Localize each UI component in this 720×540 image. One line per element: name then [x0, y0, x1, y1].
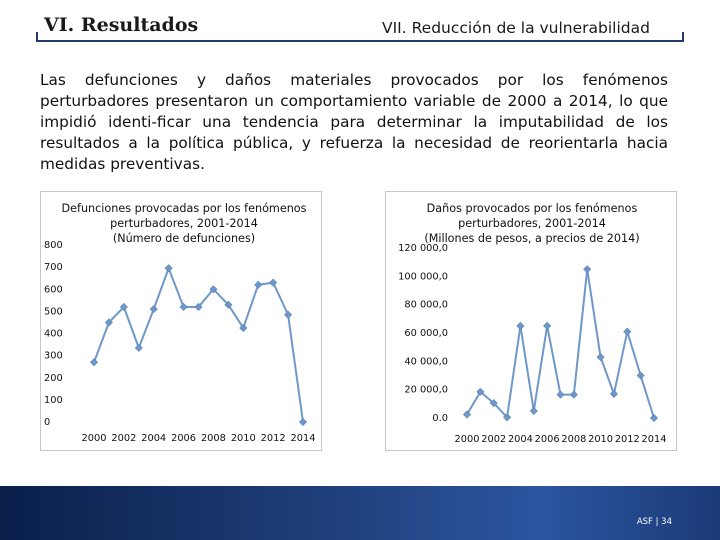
y-tick-label: 20 000,0	[404, 385, 448, 396]
page-number: ASF | 34	[636, 517, 672, 527]
x-tick-label: 2000	[82, 433, 107, 444]
defunciones-chart-svg: Defunciones provocadas por los fenómenos…	[44, 202, 316, 444]
x-tick-label: 2010	[588, 434, 613, 445]
x-tick-label: 2008	[201, 433, 226, 444]
data-point-marker	[596, 353, 605, 362]
data-point-marker	[119, 302, 128, 311]
x-tick-label: 2004	[508, 434, 533, 445]
data-point-marker	[516, 321, 525, 330]
y-tick-label: 0.0	[432, 413, 448, 424]
data-point-marker	[254, 280, 263, 289]
y-tick-label: 300	[44, 351, 63, 362]
section-title: VI. Resultados	[44, 14, 199, 36]
data-point-marker	[636, 371, 645, 380]
data-point-marker	[269, 278, 278, 287]
data-point-marker	[543, 321, 552, 330]
y-tick-label: 60 000,0	[404, 328, 448, 339]
y-tick-label: 200	[44, 373, 63, 384]
x-tick-label: 2000	[455, 434, 480, 445]
data-point-marker	[489, 399, 498, 408]
x-tick-label: 2014	[291, 433, 316, 444]
data-point-marker	[529, 406, 538, 415]
y-tick-label: 40 000,0	[404, 356, 448, 367]
y-tick-label: 600	[44, 284, 63, 295]
chart-title-line: (Millones de pesos, a precios de 2014)	[424, 232, 639, 245]
chart-title-line: Defunciones provocadas por los fenómenos	[62, 202, 307, 215]
danos-chart: Daños provocados por los fenómenos pertur…	[385, 191, 677, 451]
header-rule-right	[682, 32, 684, 42]
x-tick-label: 2004	[141, 433, 166, 444]
data-point-marker	[224, 300, 233, 309]
data-point-marker	[179, 302, 188, 311]
data-point-marker	[462, 410, 472, 419]
y-tick-label: 100	[44, 395, 63, 406]
data-point-marker	[569, 390, 578, 399]
x-tick-label: 2012	[261, 433, 286, 444]
x-tick-label: 2006	[535, 434, 560, 445]
data-point-marker	[164, 264, 173, 273]
data-point-marker	[239, 323, 248, 332]
data-point-marker	[89, 358, 99, 367]
body-paragraph: Las defunciones y daños materiales provo…	[40, 71, 668, 173]
y-tick-label: 700	[44, 262, 63, 273]
y-tick-label: 500	[44, 306, 63, 317]
x-tick-label: 2008	[561, 434, 586, 445]
chart-title-line: perturbadores, 2001-2014	[458, 217, 606, 230]
data-point-marker	[209, 285, 218, 294]
chart-title-line: (Número de defunciones)	[113, 232, 255, 245]
x-tick-label: 2006	[171, 433, 196, 444]
data-point-marker	[149, 305, 158, 314]
x-tick-label: 2002	[481, 434, 506, 445]
y-tick-label: 100 000,0	[398, 271, 448, 282]
data-point-marker	[104, 318, 113, 327]
defunciones-chart: Defunciones provocadas por los fenómenos…	[40, 191, 322, 451]
x-tick-label: 2002	[111, 433, 136, 444]
data-point-marker	[298, 417, 308, 427]
y-tick-label: 400	[44, 329, 63, 340]
data-point-marker	[623, 327, 632, 336]
series-line	[93, 265, 304, 423]
header-rule	[36, 40, 684, 42]
header-rule-left	[36, 32, 38, 42]
chart-title-line: Daños provocados por los fenómenos	[427, 202, 638, 215]
data-point-marker	[476, 387, 485, 396]
data-point-marker	[583, 265, 592, 274]
chart-title-line: perturbadores, 2001-2014	[110, 217, 258, 230]
footer-bar: ASF | 34	[0, 486, 720, 540]
y-tick-label: 0	[44, 417, 50, 428]
section-subtitle: VII. Reducción de la vulnerabilidad	[382, 19, 650, 37]
data-point-marker	[284, 310, 293, 319]
data-point-marker	[134, 343, 143, 352]
data-point-marker	[556, 390, 565, 399]
x-tick-label: 2014	[642, 434, 667, 445]
data-point-marker	[609, 389, 618, 398]
danos-chart-svg: Daños provocados por los fenómenos pertur…	[398, 202, 667, 445]
data-point-marker	[649, 413, 659, 423]
y-tick-label: 80 000,0	[404, 300, 448, 311]
x-tick-label: 2010	[231, 433, 256, 444]
x-tick-label: 2012	[615, 434, 640, 445]
data-point-marker	[194, 302, 203, 311]
y-tick-label: 800	[44, 240, 63, 251]
data-point-marker	[503, 413, 512, 422]
y-tick-label: 120 000,0	[398, 243, 448, 254]
